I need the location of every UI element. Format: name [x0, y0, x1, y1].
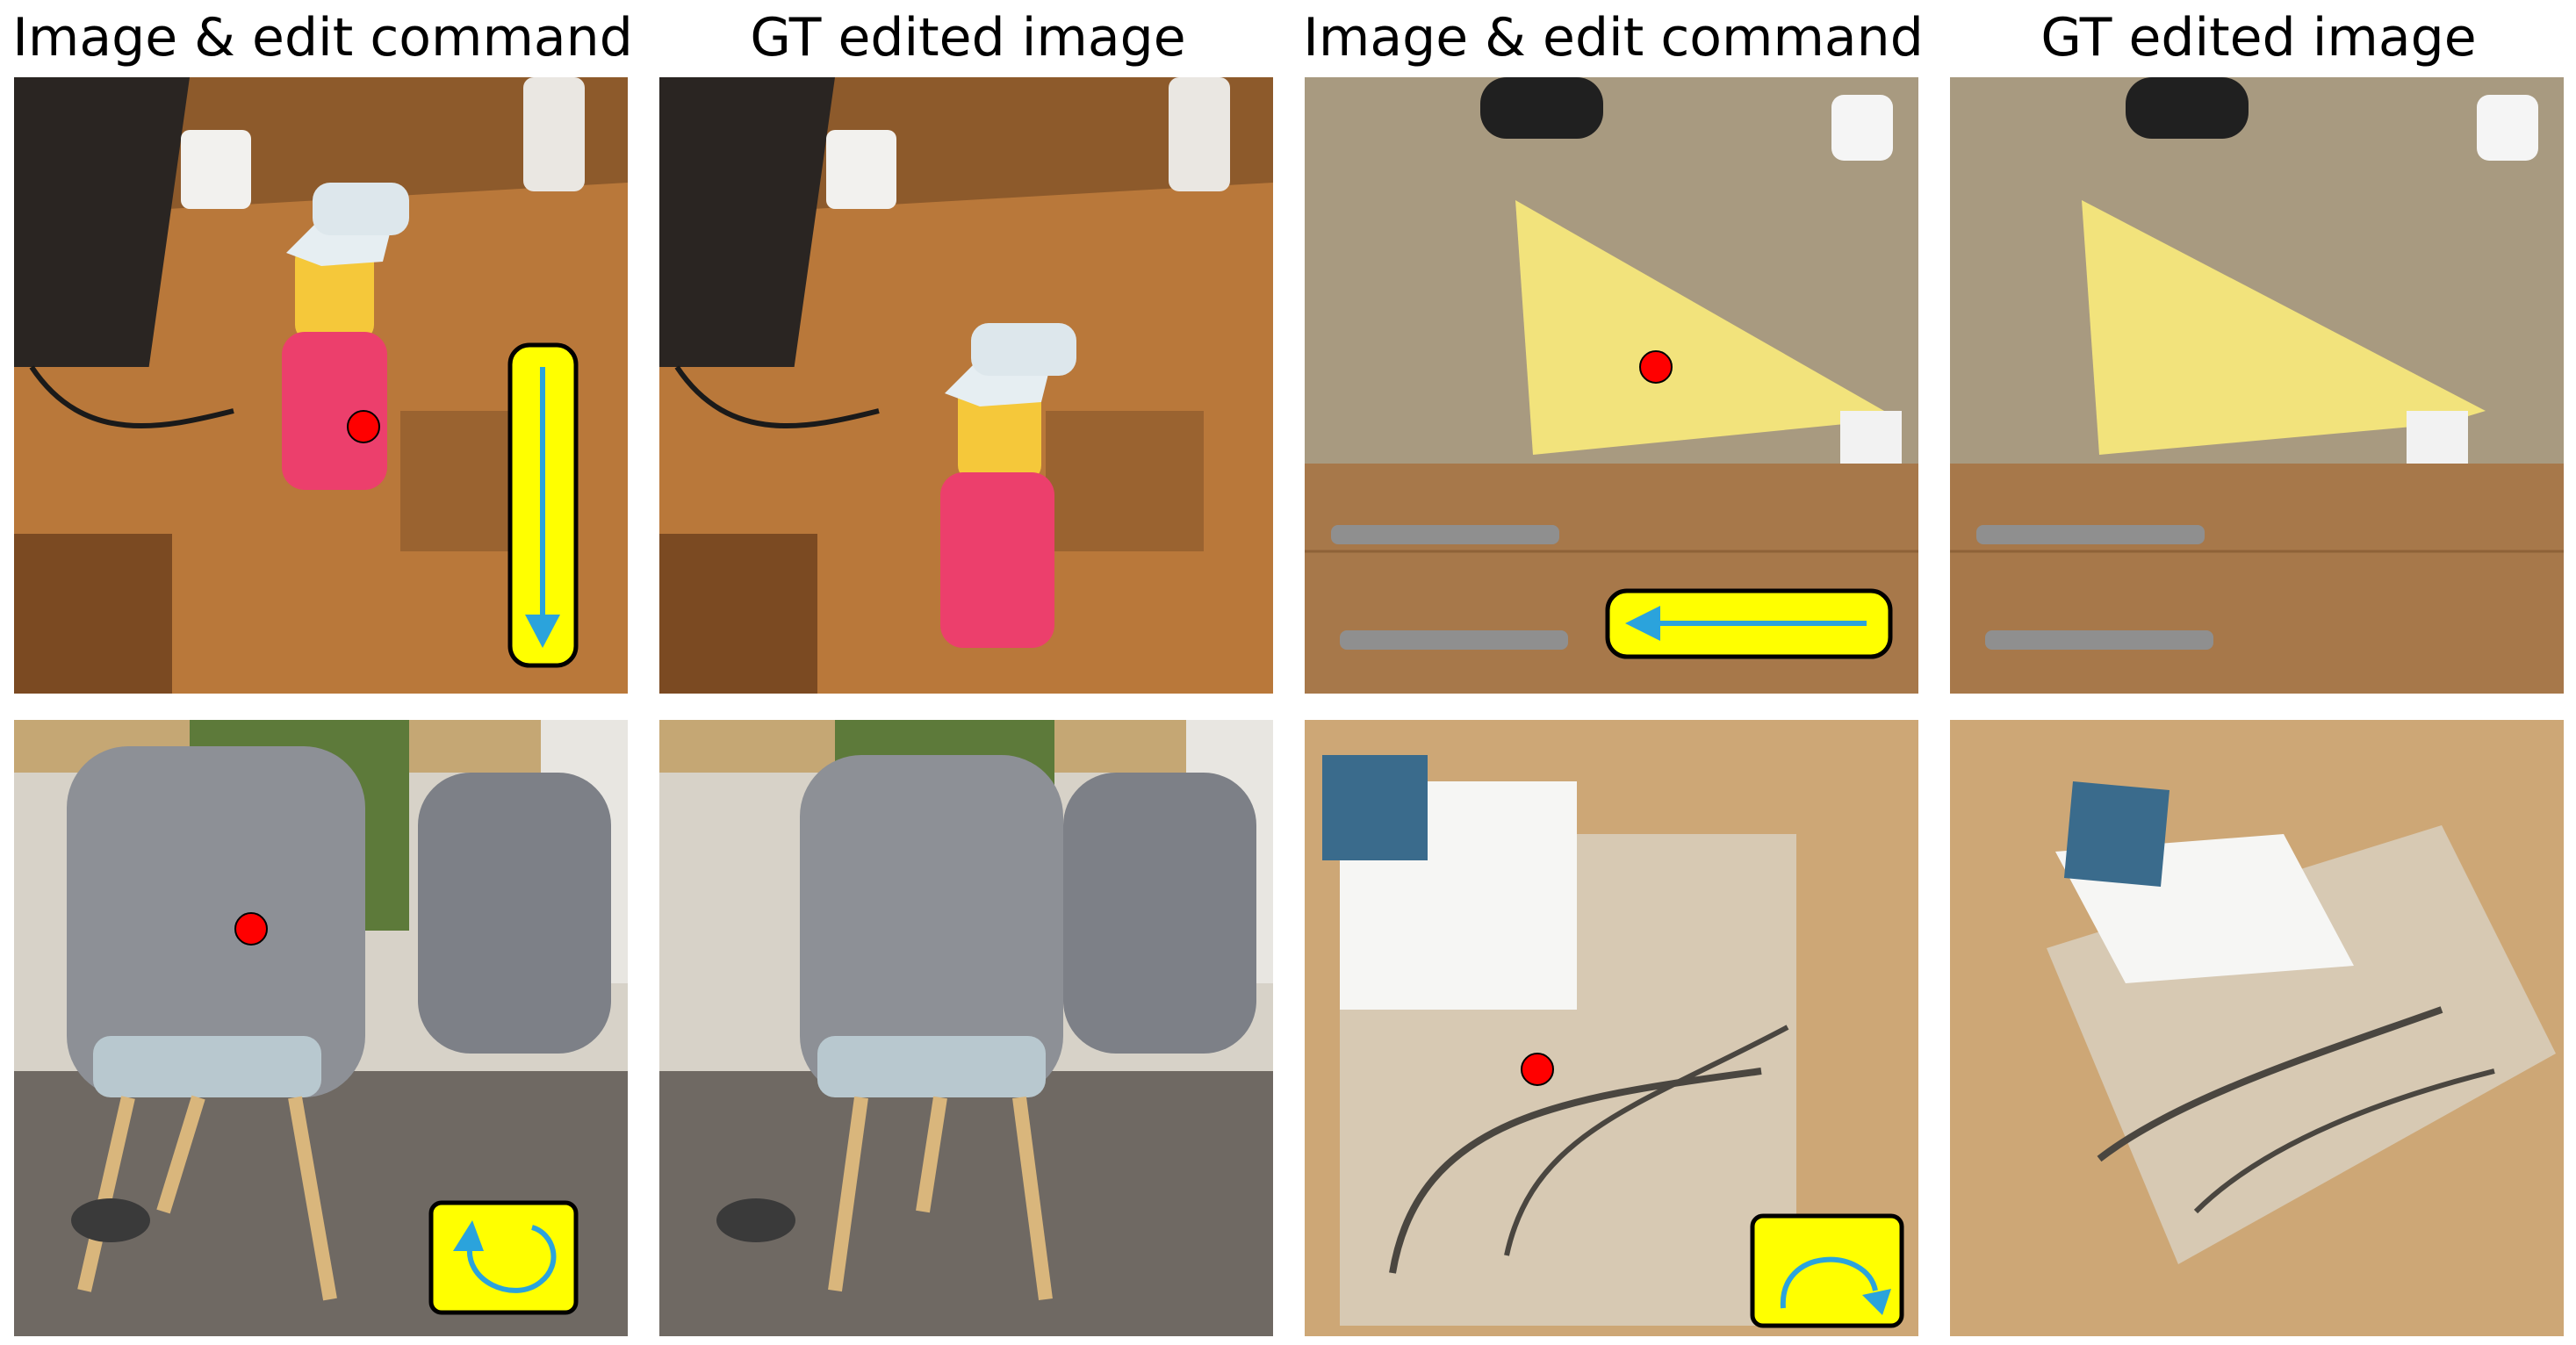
red-dot-marker — [347, 410, 380, 443]
spray-bottle-edited-image — [659, 77, 1273, 694]
panel-chair-input — [14, 720, 628, 1336]
panel-book-box-gt — [1950, 720, 2564, 1336]
ccw-rotate-command-icon — [428, 1200, 579, 1315]
column-header-input-1: Image & edit command — [12, 7, 633, 68]
column-header-input-2: Image & edit command — [1303, 7, 1924, 68]
yellow-cloth-edited-image — [1950, 77, 2564, 694]
panel-spray-bottle-input — [14, 77, 628, 694]
panel-book-box-input — [1305, 720, 1918, 1336]
down-arrow-command-icon — [507, 342, 579, 668]
cw-rotate-command-icon — [1750, 1213, 1904, 1328]
chair-scene-image — [14, 720, 628, 1336]
red-dot-marker — [1639, 350, 1673, 384]
panel-cloth-input — [1305, 77, 1918, 694]
book-box-scene-image — [1305, 720, 1918, 1336]
spray-bottle-scene-image — [14, 77, 628, 694]
book-box-edited-image — [1950, 720, 2564, 1336]
red-dot-marker — [1521, 1053, 1554, 1086]
column-header-gt-1: GT edited image — [750, 7, 1186, 68]
panel-spray-bottle-gt — [659, 77, 1273, 694]
panel-cloth-gt — [1950, 77, 2564, 694]
red-dot-marker — [234, 912, 268, 946]
left-arrow-command-icon — [1605, 588, 1893, 659]
yellow-cloth-scene-image — [1305, 77, 1918, 694]
chair-edited-image — [659, 720, 1273, 1336]
column-header-gt-2: GT edited image — [2040, 7, 2477, 68]
panel-chair-gt — [659, 720, 1273, 1336]
